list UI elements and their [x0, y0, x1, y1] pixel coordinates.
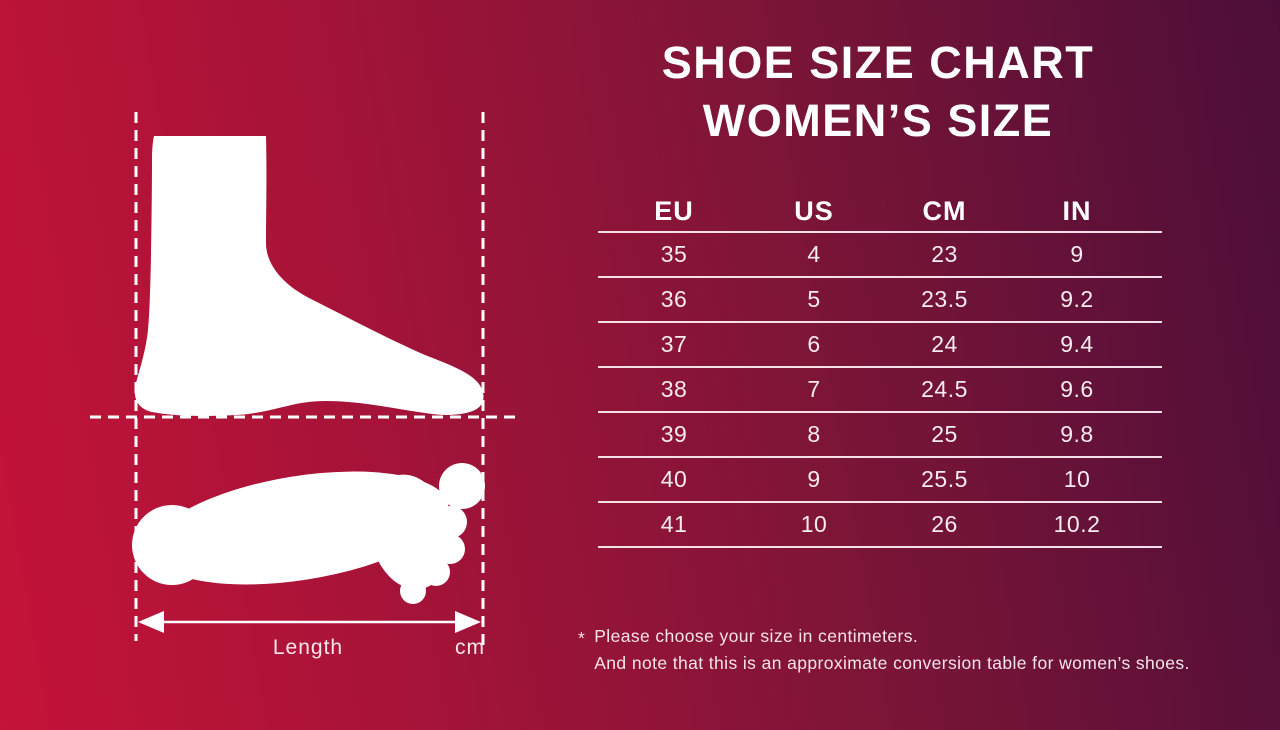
table-row: 41 10 26 10.2: [598, 503, 1162, 548]
foot-top-view-icon: [132, 463, 485, 604]
length-arrow-icon: [138, 611, 481, 633]
table-row: 37 6 24 9.4: [598, 323, 1162, 368]
cell-cm: 26: [931, 511, 958, 537]
column-header-us: US: [794, 196, 834, 226]
cell-in: 9.8: [1060, 421, 1094, 447]
third-toe: [435, 534, 465, 564]
footnote: * Please choose your size in centimeters…: [578, 623, 1190, 677]
big-toe: [439, 463, 485, 509]
cell-eu: 37: [660, 331, 688, 357]
footnote-line-2: And note that this is an approximate con…: [594, 653, 1190, 673]
cell-cm: 25: [931, 421, 958, 447]
cell-us: 7: [807, 376, 821, 402]
fourth-toe: [422, 558, 450, 586]
table-row: 40 9 25.5 10: [598, 458, 1162, 503]
cell-eu: 40: [660, 466, 688, 492]
cell-in: 9: [1070, 241, 1084, 267]
cell-cm: 24.5: [921, 376, 968, 402]
cell-us: 10: [800, 511, 828, 537]
cell-cm: 23.5: [921, 286, 968, 312]
cell-in: 10.2: [1053, 511, 1101, 537]
length-label: Length: [272, 636, 344, 659]
footnote-text: Please choose your size in centimeters. …: [594, 623, 1190, 677]
cell-eu: 35: [660, 241, 688, 267]
table-header-row: EU US CM IN: [598, 192, 1162, 233]
cell-eu: 41: [660, 511, 688, 537]
footnote-line-1: Please choose your size in centimeters.: [594, 626, 919, 646]
foot-heel: [132, 505, 212, 585]
column-header-eu: EU: [654, 196, 694, 226]
cell-us: 8: [807, 421, 821, 447]
cell-in: 10: [1063, 466, 1091, 492]
cell-in: 9.2: [1060, 286, 1094, 312]
unit-label: cm: [455, 636, 485, 659]
size-conversion-table: EU US CM IN 35 4 23 9 36 5 23.5 9.2 37 6…: [598, 192, 1162, 548]
table-row: 39 8 25 9.8: [598, 413, 1162, 458]
pinky-toe: [400, 578, 426, 604]
column-header-cm: CM: [922, 196, 967, 226]
length-arrow-right-head: [455, 611, 481, 633]
length-arrow-left-head: [138, 611, 164, 633]
cell-in: 9.4: [1060, 331, 1094, 357]
page-title: SHOE SIZE CHART WOMEN’S SIZE: [548, 34, 1208, 150]
cell-us: 4: [807, 241, 821, 267]
table-row: 35 4 23 9: [598, 233, 1162, 278]
title-line-2: WOMEN’S SIZE: [702, 95, 1054, 146]
table-row: 36 5 23.5 9.2: [598, 278, 1162, 323]
column-header-in: IN: [1062, 196, 1092, 226]
cell-cm: 25.5: [921, 466, 968, 492]
cell-in: 9.6: [1060, 376, 1094, 402]
cell-cm: 23: [931, 241, 958, 267]
cell-cm: 24: [931, 331, 958, 357]
title-line-1: SHOE SIZE CHART: [661, 37, 1095, 88]
cell-us: 9: [807, 466, 821, 492]
foot-side-view-icon: [134, 136, 484, 416]
cell-us: 6: [807, 331, 821, 357]
second-toe: [435, 506, 467, 538]
footnote-asterisk: *: [578, 628, 586, 648]
table-row: 38 7 24.5 9.6: [598, 368, 1162, 413]
cell-eu: 39: [660, 421, 688, 447]
cell-us: 5: [807, 286, 821, 312]
cell-eu: 38: [660, 376, 688, 402]
cell-eu: 36: [660, 286, 688, 312]
